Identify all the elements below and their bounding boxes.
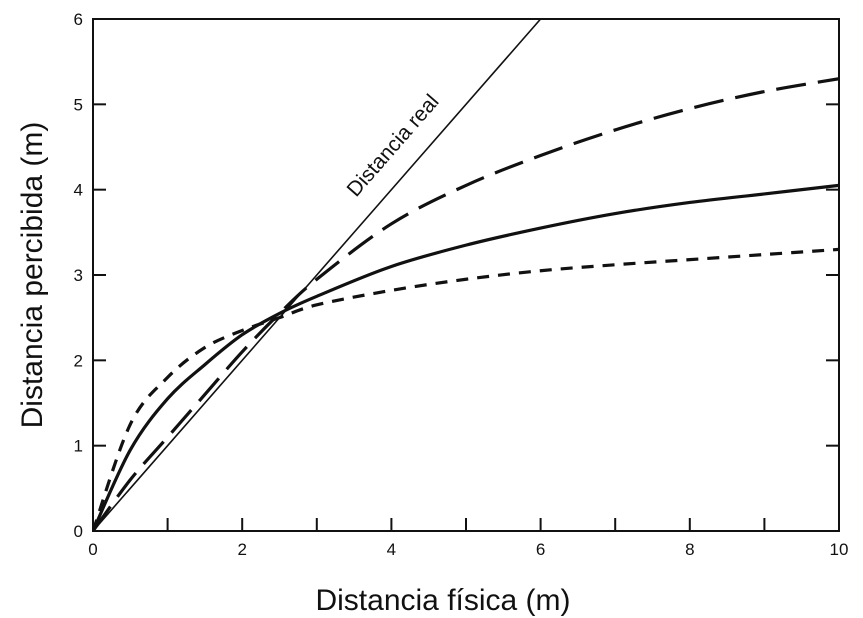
x-tick-label: 8 bbox=[685, 540, 694, 559]
x-tick-label: 10 bbox=[830, 540, 849, 559]
series-line-2 bbox=[93, 77, 839, 531]
series-line-3 bbox=[93, 183, 839, 531]
y-tick-label: 0 bbox=[74, 522, 83, 541]
y-tick-label: 2 bbox=[74, 351, 83, 370]
x-tick-label: 4 bbox=[387, 540, 396, 559]
y-tick-label: 1 bbox=[74, 437, 83, 456]
series-line-4 bbox=[93, 247, 839, 531]
y-axis-title: Distancia percibida (m) bbox=[16, 122, 49, 429]
plot-frame bbox=[92, 18, 840, 532]
x-tick-label: 2 bbox=[237, 540, 246, 559]
x-axis-title: Distancia física (m) bbox=[315, 584, 570, 617]
annotation-label: Distancia real bbox=[343, 90, 444, 201]
series-line-1 bbox=[93, 19, 542, 531]
y-tick-label: 6 bbox=[74, 10, 83, 29]
y-tick-label: 3 bbox=[74, 266, 83, 285]
x-tick-label: 6 bbox=[536, 540, 545, 559]
y-tick-label: 4 bbox=[74, 181, 83, 200]
y-tick-label: 5 bbox=[74, 95, 83, 114]
x-tick-label: 0 bbox=[88, 540, 97, 559]
